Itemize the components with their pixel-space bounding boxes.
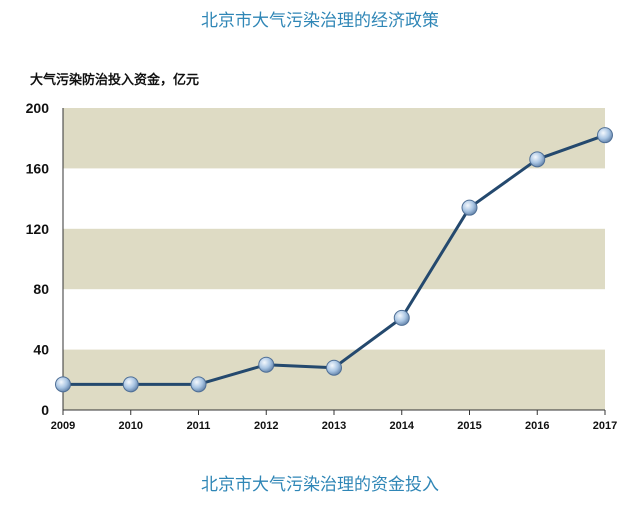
data-point — [122, 376, 139, 393]
data-point — [393, 309, 410, 326]
figure-caption: 北京市大气污染治理的资金投入 — [201, 475, 439, 495]
x-tick-label: 2010 — [119, 420, 143, 432]
grid-band — [63, 349, 605, 410]
data-point — [326, 359, 342, 376]
y-tick-label: 160 — [26, 160, 50, 176]
data-point — [258, 356, 275, 373]
page-title: 北京市大气污染治理的经济政策 — [201, 11, 439, 31]
data-point — [529, 151, 546, 168]
y-tick-label: 120 — [26, 221, 50, 237]
x-tick-label: 2015 — [457, 420, 481, 432]
y-tick-labels: 0 40 80 120 160 200 — [26, 100, 50, 418]
data-point — [55, 376, 71, 393]
x-tick-label: 2011 — [187, 420, 211, 432]
y-tick-label: 80 — [33, 281, 49, 297]
x-tick-label: 2013 — [322, 420, 346, 432]
series-group — [55, 127, 613, 393]
data-point — [190, 376, 207, 393]
x-tick-label: 2009 — [51, 420, 75, 432]
line-chart: 大气污染防治投入资金，亿元 0 40 80 120 160 200 2009 2010 201… — [26, 72, 618, 432]
x-tick-label: 2016 — [525, 420, 549, 432]
y-tick-label: 40 — [33, 342, 49, 358]
data-point — [461, 199, 478, 216]
x-tick-label: 2017 — [593, 420, 617, 432]
x-tick-label: 2012 — [254, 420, 278, 432]
grid-band — [63, 228, 605, 290]
y-axis-label: 大气污染防治投入资金，亿元 — [30, 72, 199, 88]
x-tick-labels: 2009 2010 2011 2012 2013 2014 2015 2016 2017 — [51, 410, 617, 432]
y-tick-label: 200 — [26, 100, 50, 116]
data-point — [597, 127, 613, 144]
grid-band — [63, 108, 605, 169]
grid-bands — [63, 108, 605, 410]
y-tick-label: 0 — [41, 402, 49, 418]
x-tick-label: 2014 — [390, 420, 415, 432]
